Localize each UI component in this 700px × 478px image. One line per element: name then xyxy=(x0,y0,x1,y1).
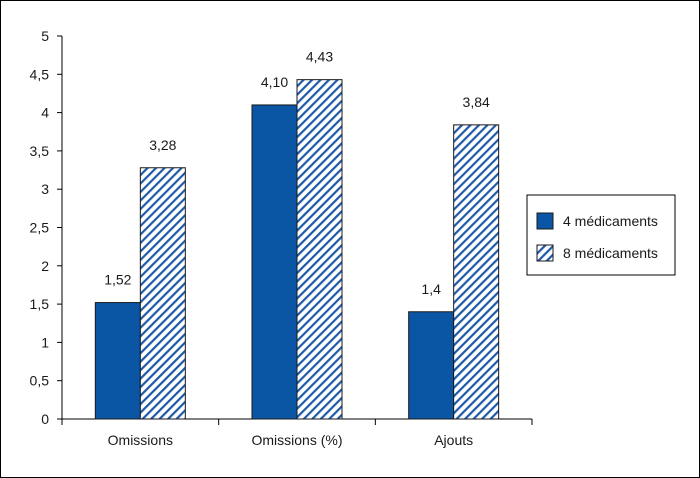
y-tick-label: 5 xyxy=(41,28,49,44)
data-label: 3,84 xyxy=(463,94,490,110)
data-label: 1,52 xyxy=(104,272,131,288)
bar-series-2 xyxy=(453,124,500,420)
data-label: 3,28 xyxy=(149,137,176,153)
x-category-label: Omissions xyxy=(108,432,173,448)
bar-series-2 xyxy=(139,167,186,420)
bar-series-2 xyxy=(296,79,343,420)
legend-label: 8 médicaments xyxy=(563,245,658,261)
y-tick-label: 2 xyxy=(41,258,49,274)
y-tick-label: 0 xyxy=(41,411,49,427)
bar-series-1 xyxy=(251,104,298,420)
y-tick-label: 0,5 xyxy=(30,373,50,389)
x-category-label: Ajouts xyxy=(434,432,473,448)
y-tick-label: 3 xyxy=(41,181,49,197)
data-labels: 1,52 3,28 4,10 4,43 1,4 3,84 xyxy=(104,49,490,297)
data-label: 4,10 xyxy=(261,74,288,90)
y-tick-label: 1,5 xyxy=(30,296,50,312)
y-tick-label: 2,5 xyxy=(30,220,50,236)
y-tick-label: 3,5 xyxy=(30,143,50,159)
data-label: 1,4 xyxy=(421,281,441,297)
x-category-label: Omissions (%) xyxy=(251,432,342,448)
bar-series-1 xyxy=(94,302,141,420)
legend-box xyxy=(526,194,676,276)
legend-swatch xyxy=(536,244,554,262)
bars xyxy=(94,79,500,420)
legend: 4 médicaments 8 médicaments xyxy=(526,194,676,276)
data-label: 4,43 xyxy=(306,49,333,65)
y-tick-label: 4,5 xyxy=(30,66,50,82)
y-tick-label: 4 xyxy=(41,105,49,121)
legend-label: 4 médicaments xyxy=(563,213,658,229)
bar-series-1 xyxy=(408,311,455,420)
legend-swatch xyxy=(536,212,554,230)
y-tick-label: 1 xyxy=(41,334,49,350)
